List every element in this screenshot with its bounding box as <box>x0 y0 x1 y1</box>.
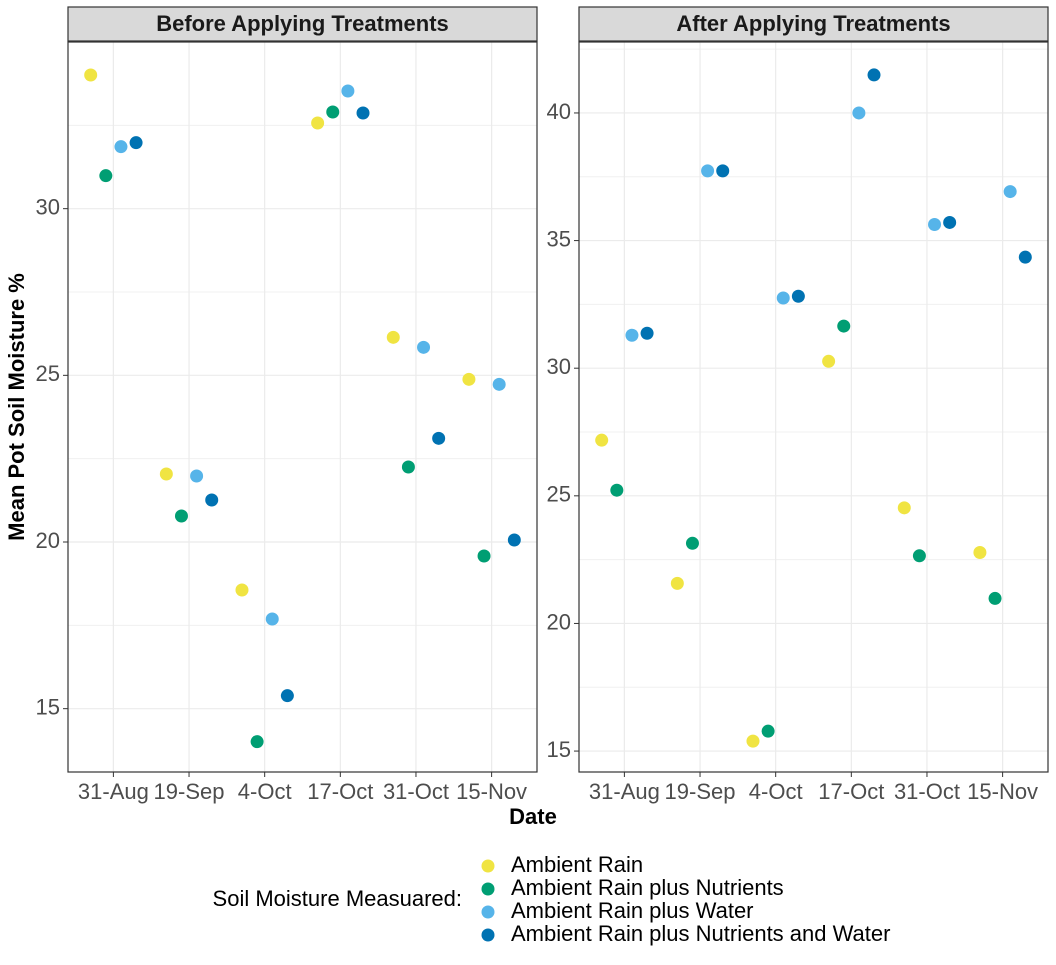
panel-background <box>579 42 1048 772</box>
legend-title: Soil Moisture Measuared: <box>213 886 462 911</box>
point <box>716 164 730 178</box>
y-tick-label: 25 <box>547 482 571 507</box>
point <box>417 340 431 354</box>
point <box>1018 250 1032 264</box>
panel-border <box>67 41 538 773</box>
x-tick-label: 31-Oct <box>894 779 960 804</box>
point <box>776 291 790 305</box>
point <box>492 377 506 391</box>
x-tick-label: 4-Oct <box>749 779 803 804</box>
point <box>280 689 294 703</box>
panel-border <box>578 41 1049 773</box>
y-tick-label: 15 <box>547 737 571 762</box>
x-tick-label: 19-Sep <box>665 779 736 804</box>
x-tick-label: 17-Oct <box>818 779 884 804</box>
x-axis-title: Date <box>509 804 557 829</box>
x-tick-label: 19-Sep <box>154 779 225 804</box>
point <box>928 218 942 231</box>
y-tick-label: 30 <box>547 354 571 379</box>
point <box>401 460 415 474</box>
point <box>1003 185 1017 199</box>
point <box>432 431 446 445</box>
point <box>462 372 476 386</box>
point <box>837 319 851 333</box>
point <box>912 549 926 563</box>
point <box>311 116 325 130</box>
y-tick-label: 20 <box>547 609 571 634</box>
x-tick-label: 31-Aug <box>78 779 149 804</box>
point <box>746 734 760 748</box>
legend-label: Ambient Rain <box>511 852 643 877</box>
point <box>265 612 279 626</box>
point <box>685 536 699 550</box>
point <box>190 469 204 483</box>
point <box>625 328 639 342</box>
point <box>326 105 340 119</box>
legend-swatch <box>481 859 495 873</box>
point <box>595 433 609 447</box>
point <box>250 735 264 749</box>
panel-background <box>68 42 537 772</box>
x-tick-label: 31-Oct <box>383 779 449 804</box>
y-axis-title: Mean Pot Soil Moisture % <box>4 273 29 541</box>
point <box>897 501 911 515</box>
point <box>988 591 1002 605</box>
point <box>114 140 128 154</box>
point <box>640 326 654 340</box>
point <box>761 724 775 738</box>
point <box>84 68 98 82</box>
point <box>507 533 521 547</box>
strip <box>67 6 538 42</box>
point <box>99 169 113 183</box>
y-tick-label: 40 <box>547 99 571 124</box>
point <box>174 509 188 523</box>
point <box>701 164 715 178</box>
point <box>341 84 355 98</box>
x-tick-label: 17-Oct <box>307 779 373 804</box>
point <box>943 215 957 229</box>
point <box>477 549 491 563</box>
point <box>670 576 684 590</box>
point <box>973 545 987 559</box>
x-tick-label: 15-Nov <box>456 779 527 804</box>
legend-label: Ambient Rain plus Nutrients <box>511 875 784 900</box>
point <box>791 289 805 303</box>
strip <box>578 6 1049 42</box>
legend-swatch <box>481 928 495 942</box>
y-tick-label: 30 <box>36 194 60 219</box>
point <box>235 583 249 597</box>
x-tick-label: 15-Nov <box>967 779 1038 804</box>
point <box>205 493 219 507</box>
legend-swatch <box>481 882 495 896</box>
point <box>356 106 370 120</box>
x-tick-label: 4-Oct <box>238 779 292 804</box>
x-tick-label: 31-Aug <box>589 779 660 804</box>
y-tick-label: 35 <box>547 226 571 251</box>
y-tick-label: 15 <box>36 694 60 719</box>
legend-label: Ambient Rain plus Nutrients and Water <box>511 921 890 946</box>
point <box>610 483 624 497</box>
point <box>822 354 836 368</box>
point <box>386 330 400 344</box>
legend-swatch <box>481 905 495 919</box>
point <box>129 136 143 150</box>
panel-title: Before Applying Treatments <box>156 11 449 36</box>
point <box>159 467 173 481</box>
y-tick-label: 20 <box>36 528 60 553</box>
point <box>852 106 866 120</box>
panel-title: After Applying Treatments <box>676 11 950 36</box>
legend-label: Ambient Rain plus Water <box>511 898 754 923</box>
y-tick-label: 25 <box>36 361 60 386</box>
point <box>867 68 881 82</box>
